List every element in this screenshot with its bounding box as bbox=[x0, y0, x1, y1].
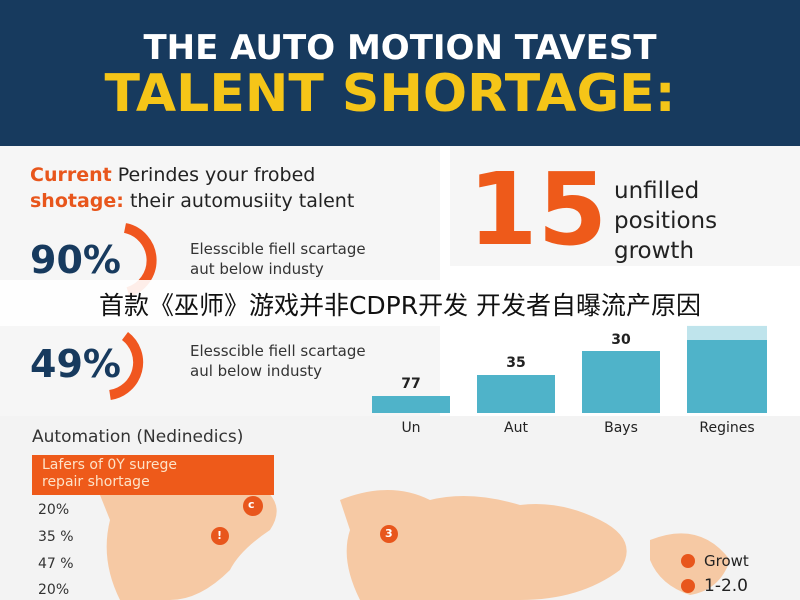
bar bbox=[477, 375, 555, 413]
map-title: Automation (Nedinedics) bbox=[32, 427, 244, 447]
header-line2: TALENT SHORTAGE: bbox=[104, 64, 676, 124]
banner bbox=[32, 455, 274, 495]
highlight-text: unfilled bbox=[614, 178, 700, 204]
intro-highlight: Current bbox=[30, 164, 112, 186]
marker bbox=[380, 525, 398, 543]
intro-text: Perindes your frobed bbox=[117, 164, 316, 186]
list-item: 35 % bbox=[38, 529, 74, 545]
highlight-text: positions bbox=[614, 208, 718, 234]
list-item: 20% bbox=[38, 502, 70, 518]
intro-line1: Current Perindes your frobed bbox=[30, 164, 315, 186]
right-panel bbox=[450, 146, 800, 266]
stat-text: aul below industy bbox=[190, 362, 323, 380]
banner-text: Lafers of 0Y surege bbox=[42, 457, 178, 473]
legend-dot bbox=[681, 554, 695, 568]
marker-label: 3 bbox=[385, 527, 393, 540]
continent bbox=[90, 462, 277, 600]
header-line1: THE AUTO MOTION TAVEST bbox=[143, 28, 657, 68]
list-item: 47 % bbox=[38, 556, 74, 572]
legend-text: 1-2.0 bbox=[704, 576, 748, 596]
continent bbox=[340, 490, 627, 600]
stat-text: Elesscible fiell scartage bbox=[190, 240, 366, 258]
bar-label: 77 bbox=[401, 376, 421, 392]
marker-label: ! bbox=[217, 529, 223, 542]
bar-label: 35 bbox=[506, 355, 526, 371]
header bbox=[0, 0, 800, 146]
bar-label: 30 bbox=[611, 332, 631, 348]
ring bbox=[108, 332, 144, 400]
bar-category: Aut bbox=[504, 420, 528, 436]
list-item: 20% bbox=[38, 582, 70, 598]
caption: 首款《巫师》游戏并非CDPR开发 开发者自曝流产原因 bbox=[98, 291, 702, 320]
bar bbox=[687, 340, 767, 413]
bar bbox=[687, 325, 767, 340]
bar-category: Bays bbox=[604, 420, 638, 436]
intro-text: their automusiity talent bbox=[129, 190, 355, 212]
caption-band bbox=[0, 280, 800, 326]
marker bbox=[211, 527, 229, 545]
marker-label: c bbox=[248, 498, 255, 511]
bar-category: Regines bbox=[699, 420, 755, 436]
stat-text: aut below industy bbox=[190, 260, 324, 278]
intro-highlight: shotage: bbox=[30, 190, 124, 212]
stat-text: Elesscible fiell scartage bbox=[190, 342, 366, 360]
bar bbox=[372, 396, 450, 413]
bar-category: Un bbox=[401, 420, 421, 436]
legend-text: Growt bbox=[704, 552, 749, 570]
stat-value: 49% bbox=[30, 342, 121, 386]
big-number: 15 bbox=[468, 151, 608, 268]
highlight-text: growth bbox=[614, 238, 695, 264]
intro-line2: shotage: their automusiity talent bbox=[30, 190, 354, 212]
legend-dot bbox=[681, 579, 695, 593]
marker bbox=[243, 496, 263, 516]
stat-value: 90% bbox=[30, 238, 121, 282]
bar bbox=[582, 351, 660, 413]
banner-text: repair shortage bbox=[42, 474, 150, 490]
